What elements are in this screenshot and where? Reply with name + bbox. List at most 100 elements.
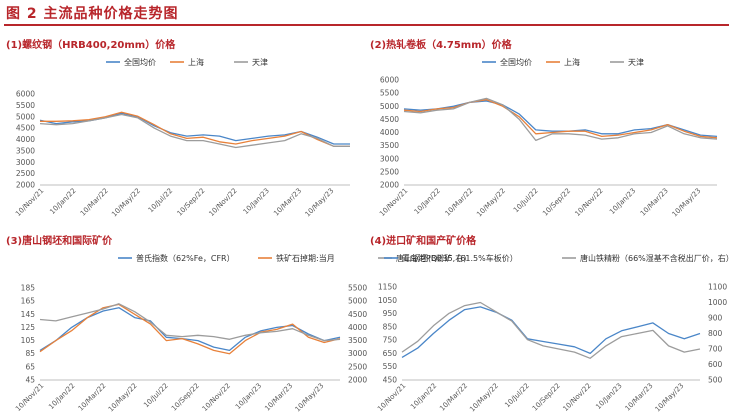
series-line [403,100,718,138]
chart-title: (4)进口矿和国产矿价格 [370,236,477,247]
x-tick-label: 10/Nov/22 [201,382,232,413]
chart-title: (2)热轧卷板（4.75mm）价格 [370,40,512,51]
legend-label: 天津 [252,57,268,67]
x-tick-label: 10/Nov/21 [376,382,407,413]
y2-tick-label: 4500 [348,310,367,319]
chart-panel-rebar: (1)螺纹钢（HRB400,20mm）价格 6000 5500 5000 4500 40… [6,36,358,219]
y2-tick-label: 3500 [348,336,367,345]
y-tick-label: 4500 [16,124,35,133]
y-tick-label: 2000 [380,181,399,190]
x-tick-label: 10/Nov/21 [378,187,409,218]
y-tick-label: 950 [383,309,398,318]
y-tick-label: 3500 [380,141,399,150]
x-tick-label: 10/Nov/22 [561,382,592,413]
legend-label: 青岛港PB粉矿（61.5%车板价） [402,253,518,263]
x-tick-label: 10/May/23 [304,187,336,219]
y-tick-label: 45 [25,376,35,385]
x-tick-label: 10/Mar/22 [438,382,469,413]
y2-tick-label: 600 [708,360,723,369]
x-tick-label: 10/Mar/23 [272,187,303,218]
title-divider [4,24,729,26]
x-tick-label: 10/May/22 [110,187,142,219]
x-tick-label: 10/Jan/23 [594,382,623,411]
series-line [403,97,718,142]
x-tick-label: 10/Mar/22 [444,187,475,218]
y-tick-label: 85 [25,349,35,358]
y2-tick-label: 4000 [348,323,367,332]
x-tick-label: 10/May/22 [107,382,139,414]
x-tick-label: 10/Mar/23 [263,382,294,413]
y2-tick-label: 2500 [348,362,367,371]
y-tick-label: 750 [383,336,398,345]
y2-tick-label: 900 [708,314,723,323]
series-line [39,303,341,342]
x-tick-label: 10/Sep/22 [176,187,207,218]
x-tick-label: 10/Nov/21 [14,187,45,218]
x-tick-label: 10/May/23 [294,382,326,414]
series-line [403,99,718,139]
x-tick-label: 10/Sep/22 [541,187,572,218]
y2-tick-label: 2000 [348,376,367,385]
y2-tick-label: 800 [708,329,723,338]
y-tick-label: 450 [383,376,398,385]
series-line [40,111,350,147]
legend-label: 天津 [628,57,644,67]
y-tick-label: 3000 [380,154,399,163]
y-tick-label: 4000 [380,128,399,137]
x-tick-label: 10/Jul/22 [147,187,175,215]
chart-title: (1)螺纹钢（HRB400,20mm）价格 [6,40,176,51]
legend-label: 铁矿石掉期:当月 [276,253,335,263]
series-line [39,303,341,355]
y-tick-label: 550 [383,362,398,371]
y2-tick-label: 1100 [708,283,727,292]
y-tick-label: 4000 [16,135,35,144]
x-tick-label: 10/Sep/22 [531,382,562,413]
x-tick-label: 10/Jan/22 [413,187,442,216]
x-tick-label: 10/Nov/22 [573,187,604,218]
x-tick-label: 10/Jan/22 [47,382,76,411]
x-tick-label: 10/Jul/22 [512,187,540,215]
chart-title: (3)唐山钢坯和国际矿价 [6,236,113,247]
y2-tick-label: 5500 [348,284,367,293]
legend-label: 上海 [564,57,580,67]
x-tick-label: 10/Jul/22 [142,382,170,410]
x-tick-label: 10/May/22 [475,187,507,219]
y-tick-label: 2000 [16,181,35,190]
y-tick-label: 65 [25,362,35,371]
legend-label: 唐山钢坯(Q235,右) [396,253,466,263]
chart-billet-ore-svg: 185 165 145 125 105 85 65 45 5500 5000 4500 4000 350… [14,253,466,414]
chart-import-domestic-ore-svg: 1150 1050 950 850 750 650 550 450 1100 1000 900 800… [376,253,733,414]
series-line [401,301,701,359]
y-tick-label: 1150 [378,283,397,292]
y2-tick-label: 500 [708,376,723,385]
x-tick-label: 10/Mar/23 [624,382,655,413]
x-tick-label: 10/Jan/23 [608,187,637,216]
x-tick-label: 10/May/22 [468,382,500,414]
series-line [39,112,350,145]
x-tick-label: 10/Mar/22 [77,382,108,413]
x-tick-label: 10/Jan/23 [234,382,263,411]
y-tick-label: 2500 [16,169,35,178]
x-tick-label: 10/Jul/22 [503,382,531,410]
y-tick-label: 185 [21,284,36,293]
y-tick-label: 165 [21,297,36,306]
y-tick-label: 125 [21,323,36,332]
legend-label: 上海 [188,57,204,67]
y-tick-label: 5000 [380,102,399,111]
x-tick-label: 10/Sep/22 [170,382,201,413]
chart-panel-hot-rolled: (2)热轧卷板（4.75mm）价格 6000 5500 5000 4500 4000 35… [370,36,728,219]
series-line [39,113,350,149]
x-tick-label: 10/Nov/22 [207,187,238,218]
x-tick-label: 10/Jan/22 [409,382,438,411]
legend-label: 普氏指数（62%Fe，CFR） [136,253,235,263]
chart-hot-rolled-svg: 60005500500045004000350030002500200010/N… [378,57,718,219]
chart-panel-import-domestic-ore: (4)进口矿和国产矿价格 1150 1050 950 850 750 650 550 450 1… [370,232,733,418]
x-tick-label: 10/Jan/23 [242,187,271,216]
x-tick-label: 10/Mar/22 [79,187,110,218]
y-tick-label: 2500 [380,167,399,176]
legend-label: 全国均价 [500,57,532,67]
y-tick-label: 650 [383,349,398,358]
y-tick-label: 3500 [16,146,35,155]
x-tick-label: 10/May/23 [654,382,686,414]
x-tick-label: 10/Nov/21 [14,382,45,413]
